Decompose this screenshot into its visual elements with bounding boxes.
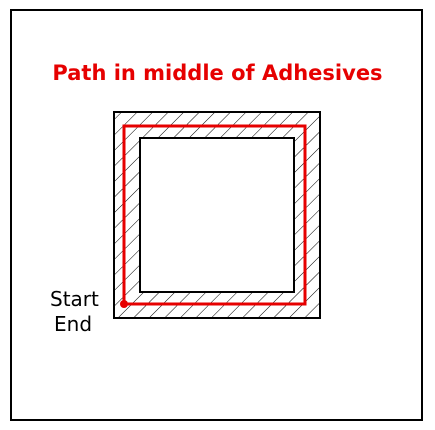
end-label: End [54, 312, 93, 336]
canvas-border [10, 9, 423, 421]
diagram-title: Path in middle of Adhesives [52, 61, 383, 85]
start-label: Start [50, 287, 99, 311]
dispense-path [122, 124, 307, 306]
outer-adhesive-boundary [113, 111, 321, 319]
inner-adhesive-boundary [139, 137, 295, 293]
start-end-point-marker [120, 300, 128, 308]
